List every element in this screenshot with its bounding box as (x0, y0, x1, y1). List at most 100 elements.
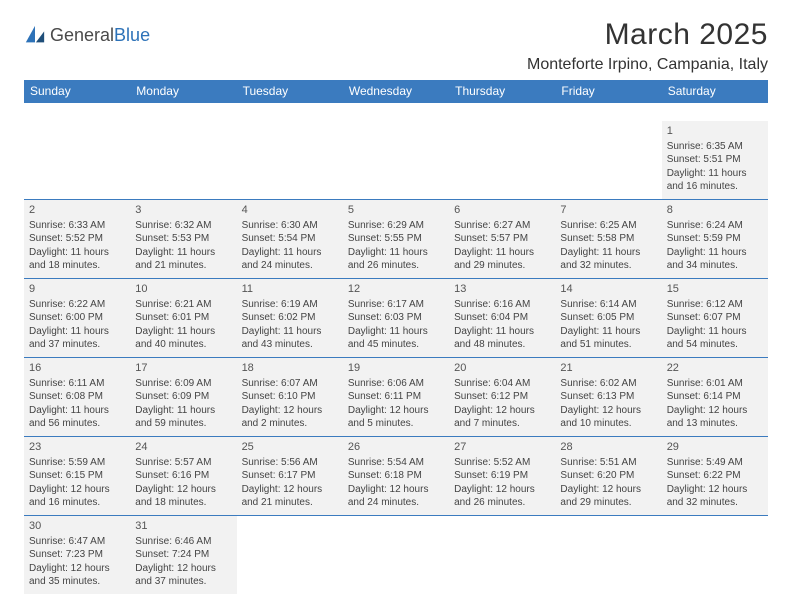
sunset-line: Sunset: 6:04 PM (454, 311, 550, 325)
day-number: 27 (454, 440, 550, 455)
day-cell: 20Sunrise: 6:04 AMSunset: 6:12 PMDayligh… (449, 358, 555, 436)
sunrise-line: Sunrise: 6:07 AM (242, 377, 338, 391)
sunset-line: Sunset: 6:03 PM (348, 311, 444, 325)
day-number: 4 (242, 203, 338, 218)
daylight-line: Daylight: 12 hours (29, 562, 125, 576)
sunset-line: Sunset: 6:00 PM (29, 311, 125, 325)
daylight-line: and 16 minutes. (29, 496, 125, 510)
daylight-line: and 7 minutes. (454, 417, 550, 431)
daylight-line: and 2 minutes. (242, 417, 338, 431)
sunset-line: Sunset: 6:18 PM (348, 469, 444, 483)
daylight-line: and 45 minutes. (348, 338, 444, 352)
sunset-line: Sunset: 5:58 PM (560, 232, 656, 246)
sunset-line: Sunset: 6:01 PM (135, 311, 231, 325)
sunrise-line: Sunrise: 6:12 AM (667, 298, 763, 312)
daylight-line: Daylight: 12 hours (560, 404, 656, 418)
day-number: 29 (667, 440, 763, 455)
daylight-line: and 29 minutes. (560, 496, 656, 510)
dow-sunday: Sunday (24, 80, 130, 103)
daylight-line: and 40 minutes. (135, 338, 231, 352)
sunset-line: Sunset: 6:12 PM (454, 390, 550, 404)
dow-saturday: Saturday (662, 80, 768, 103)
day-cell: 13Sunrise: 6:16 AMSunset: 6:04 PMDayligh… (449, 279, 555, 357)
daylight-line: and 26 minutes. (454, 496, 550, 510)
sunrise-line: Sunrise: 6:11 AM (29, 377, 125, 391)
sunset-line: Sunset: 6:02 PM (242, 311, 338, 325)
day-number: 9 (29, 282, 125, 297)
day-cell: 2Sunrise: 6:33 AMSunset: 5:52 PMDaylight… (24, 200, 130, 278)
sunset-line: Sunset: 5:52 PM (29, 232, 125, 246)
sunset-line: Sunset: 6:08 PM (29, 390, 125, 404)
day-cell: 29Sunrise: 5:49 AMSunset: 6:22 PMDayligh… (662, 437, 768, 515)
title-block: March 2025 Monteforte Irpino, Campania, … (527, 18, 768, 74)
day-cell: 30Sunrise: 6:47 AMSunset: 7:23 PMDayligh… (24, 516, 130, 594)
weeks-container: 1Sunrise: 6:35 AMSunset: 5:51 PMDaylight… (24, 121, 768, 594)
sunset-line: Sunset: 6:14 PM (667, 390, 763, 404)
daylight-line: Daylight: 12 hours (667, 483, 763, 497)
dow-wednesday: Wednesday (343, 80, 449, 103)
day-cell (555, 121, 661, 199)
daylight-line: Daylight: 11 hours (242, 325, 338, 339)
daylight-line: Daylight: 11 hours (454, 325, 550, 339)
month-title: March 2025 (527, 18, 768, 52)
day-number: 8 (667, 203, 763, 218)
day-number: 12 (348, 282, 444, 297)
dow-tuesday: Tuesday (237, 80, 343, 103)
sunrise-line: Sunrise: 6:17 AM (348, 298, 444, 312)
sunrise-line: Sunrise: 6:46 AM (135, 535, 231, 549)
daylight-line: and 32 minutes. (560, 259, 656, 273)
day-cell (24, 121, 130, 199)
daylight-line: Daylight: 11 hours (560, 325, 656, 339)
day-number: 24 (135, 440, 231, 455)
daylight-line: and 5 minutes. (348, 417, 444, 431)
daylight-line: Daylight: 11 hours (348, 325, 444, 339)
day-number: 3 (135, 203, 231, 218)
sunrise-line: Sunrise: 5:51 AM (560, 456, 656, 470)
brand-text-a: General (50, 25, 114, 45)
sunset-line: Sunset: 5:59 PM (667, 232, 763, 246)
sunset-line: Sunset: 5:55 PM (348, 232, 444, 246)
day-cell: 25Sunrise: 5:56 AMSunset: 6:17 PMDayligh… (237, 437, 343, 515)
daylight-line: Daylight: 12 hours (667, 404, 763, 418)
daylight-line: Daylight: 12 hours (454, 483, 550, 497)
sunrise-line: Sunrise: 6:06 AM (348, 377, 444, 391)
day-cell: 4Sunrise: 6:30 AMSunset: 5:54 PMDaylight… (237, 200, 343, 278)
calendar-page: GeneralBlue March 2025 Monteforte Irpino… (0, 0, 792, 594)
day-number: 31 (135, 519, 231, 534)
daylight-line: and 10 minutes. (560, 417, 656, 431)
sunrise-line: Sunrise: 5:57 AM (135, 456, 231, 470)
day-cell: 19Sunrise: 6:06 AMSunset: 6:11 PMDayligh… (343, 358, 449, 436)
day-cell (449, 121, 555, 199)
day-cell (662, 516, 768, 594)
sunrise-line: Sunrise: 6:35 AM (667, 140, 763, 154)
page-header: GeneralBlue March 2025 Monteforte Irpino… (24, 18, 768, 74)
daylight-line: and 24 minutes. (348, 496, 444, 510)
sunrise-line: Sunrise: 6:02 AM (560, 377, 656, 391)
dow-friday: Friday (555, 80, 661, 103)
daylight-line: Daylight: 11 hours (242, 246, 338, 260)
daylight-line: Daylight: 11 hours (667, 167, 763, 181)
day-cell: 6Sunrise: 6:27 AMSunset: 5:57 PMDaylight… (449, 200, 555, 278)
daylight-line: and 32 minutes. (667, 496, 763, 510)
sunset-line: Sunset: 6:05 PM (560, 311, 656, 325)
day-cell: 17Sunrise: 6:09 AMSunset: 6:09 PMDayligh… (130, 358, 236, 436)
sunset-line: Sunset: 6:15 PM (29, 469, 125, 483)
daylight-line: Daylight: 12 hours (454, 404, 550, 418)
day-number: 2 (29, 203, 125, 218)
day-number: 30 (29, 519, 125, 534)
day-cell: 7Sunrise: 6:25 AMSunset: 5:58 PMDaylight… (555, 200, 661, 278)
week-row: 2Sunrise: 6:33 AMSunset: 5:52 PMDaylight… (24, 200, 768, 279)
sail-icon (24, 24, 46, 46)
sunrise-line: Sunrise: 5:59 AM (29, 456, 125, 470)
daylight-line: and 34 minutes. (667, 259, 763, 273)
day-number: 5 (348, 203, 444, 218)
day-number: 26 (348, 440, 444, 455)
day-cell (343, 121, 449, 199)
day-number: 11 (242, 282, 338, 297)
week-row: 16Sunrise: 6:11 AMSunset: 6:08 PMDayligh… (24, 358, 768, 437)
sunrise-line: Sunrise: 5:49 AM (667, 456, 763, 470)
daylight-line: Daylight: 11 hours (348, 246, 444, 260)
brand-logo: GeneralBlue (24, 24, 150, 46)
day-number: 6 (454, 203, 550, 218)
day-number: 7 (560, 203, 656, 218)
